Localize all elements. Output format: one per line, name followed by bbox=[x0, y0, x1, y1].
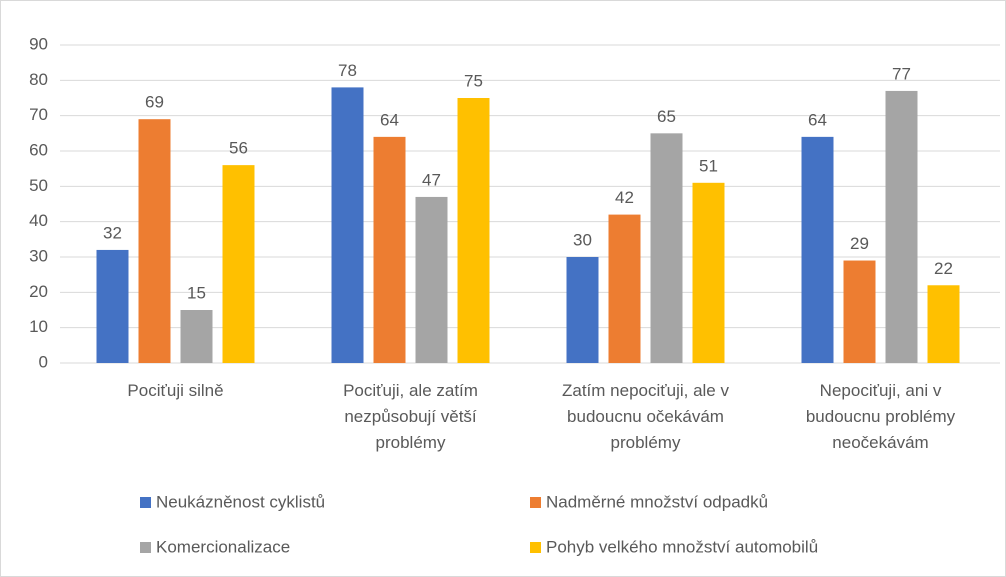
legend-label: Nadměrné množství odpadků bbox=[546, 492, 768, 511]
data-label: 69 bbox=[145, 93, 164, 112]
data-label: 65 bbox=[657, 107, 676, 126]
bar bbox=[608, 214, 641, 363]
legend-swatch bbox=[530, 542, 541, 553]
y-tick-label: 80 bbox=[29, 70, 48, 89]
bar bbox=[650, 133, 683, 363]
legend-swatch bbox=[530, 497, 541, 508]
bar bbox=[415, 196, 448, 363]
data-label: 29 bbox=[850, 234, 869, 253]
bar bbox=[138, 119, 171, 363]
x-tick-label: Zatím nepociťuji, ale v budoucnu očekává… bbox=[561, 381, 729, 452]
x-tick-label: Nepociťuji, ani v budoucnu problémy neoč… bbox=[805, 381, 956, 452]
data-label: 56 bbox=[229, 139, 248, 158]
bar bbox=[843, 260, 876, 363]
data-label: 51 bbox=[699, 156, 718, 175]
data-label: 47 bbox=[422, 170, 441, 189]
y-tick-label: 50 bbox=[29, 176, 48, 195]
x-tick-label: Pociťuji silně bbox=[127, 381, 224, 400]
data-label: 32 bbox=[103, 223, 122, 242]
bar bbox=[457, 98, 490, 363]
y-tick-label: 30 bbox=[29, 246, 48, 265]
bar bbox=[373, 136, 406, 363]
bar bbox=[566, 257, 599, 363]
data-label: 64 bbox=[808, 110, 827, 129]
data-label: 75 bbox=[464, 71, 483, 90]
bar bbox=[180, 310, 213, 363]
legend-label: Neukázněnost cyklistů bbox=[156, 492, 325, 511]
y-tick-label: 70 bbox=[29, 105, 48, 124]
y-tick-label: 0 bbox=[39, 352, 48, 371]
bar bbox=[96, 249, 129, 363]
data-label: 22 bbox=[934, 259, 953, 278]
bar bbox=[222, 165, 255, 363]
data-label: 64 bbox=[380, 110, 399, 129]
y-tick-label: 20 bbox=[29, 282, 48, 301]
bar bbox=[331, 87, 364, 364]
data-label: 15 bbox=[187, 283, 206, 302]
bar bbox=[927, 285, 960, 363]
x-tick-label: Pociťuji, ale zatím nezpůsobují větší pr… bbox=[343, 381, 478, 452]
legend-label: Komercionalizace bbox=[156, 537, 290, 556]
bar bbox=[692, 182, 725, 363]
bar bbox=[885, 90, 918, 363]
legend-label: Pohyb velkého množství automobilů bbox=[546, 537, 818, 556]
y-tick-label: 90 bbox=[29, 34, 48, 53]
data-label: 42 bbox=[615, 188, 634, 207]
legend-swatch bbox=[140, 497, 151, 508]
bar bbox=[801, 136, 834, 363]
y-tick-label: 10 bbox=[29, 317, 48, 336]
y-tick-label: 60 bbox=[29, 140, 48, 159]
y-tick-label: 40 bbox=[29, 211, 48, 230]
data-label: 30 bbox=[573, 230, 592, 249]
data-label: 78 bbox=[338, 61, 357, 80]
legend-swatch bbox=[140, 542, 151, 553]
data-label: 77 bbox=[892, 64, 911, 83]
